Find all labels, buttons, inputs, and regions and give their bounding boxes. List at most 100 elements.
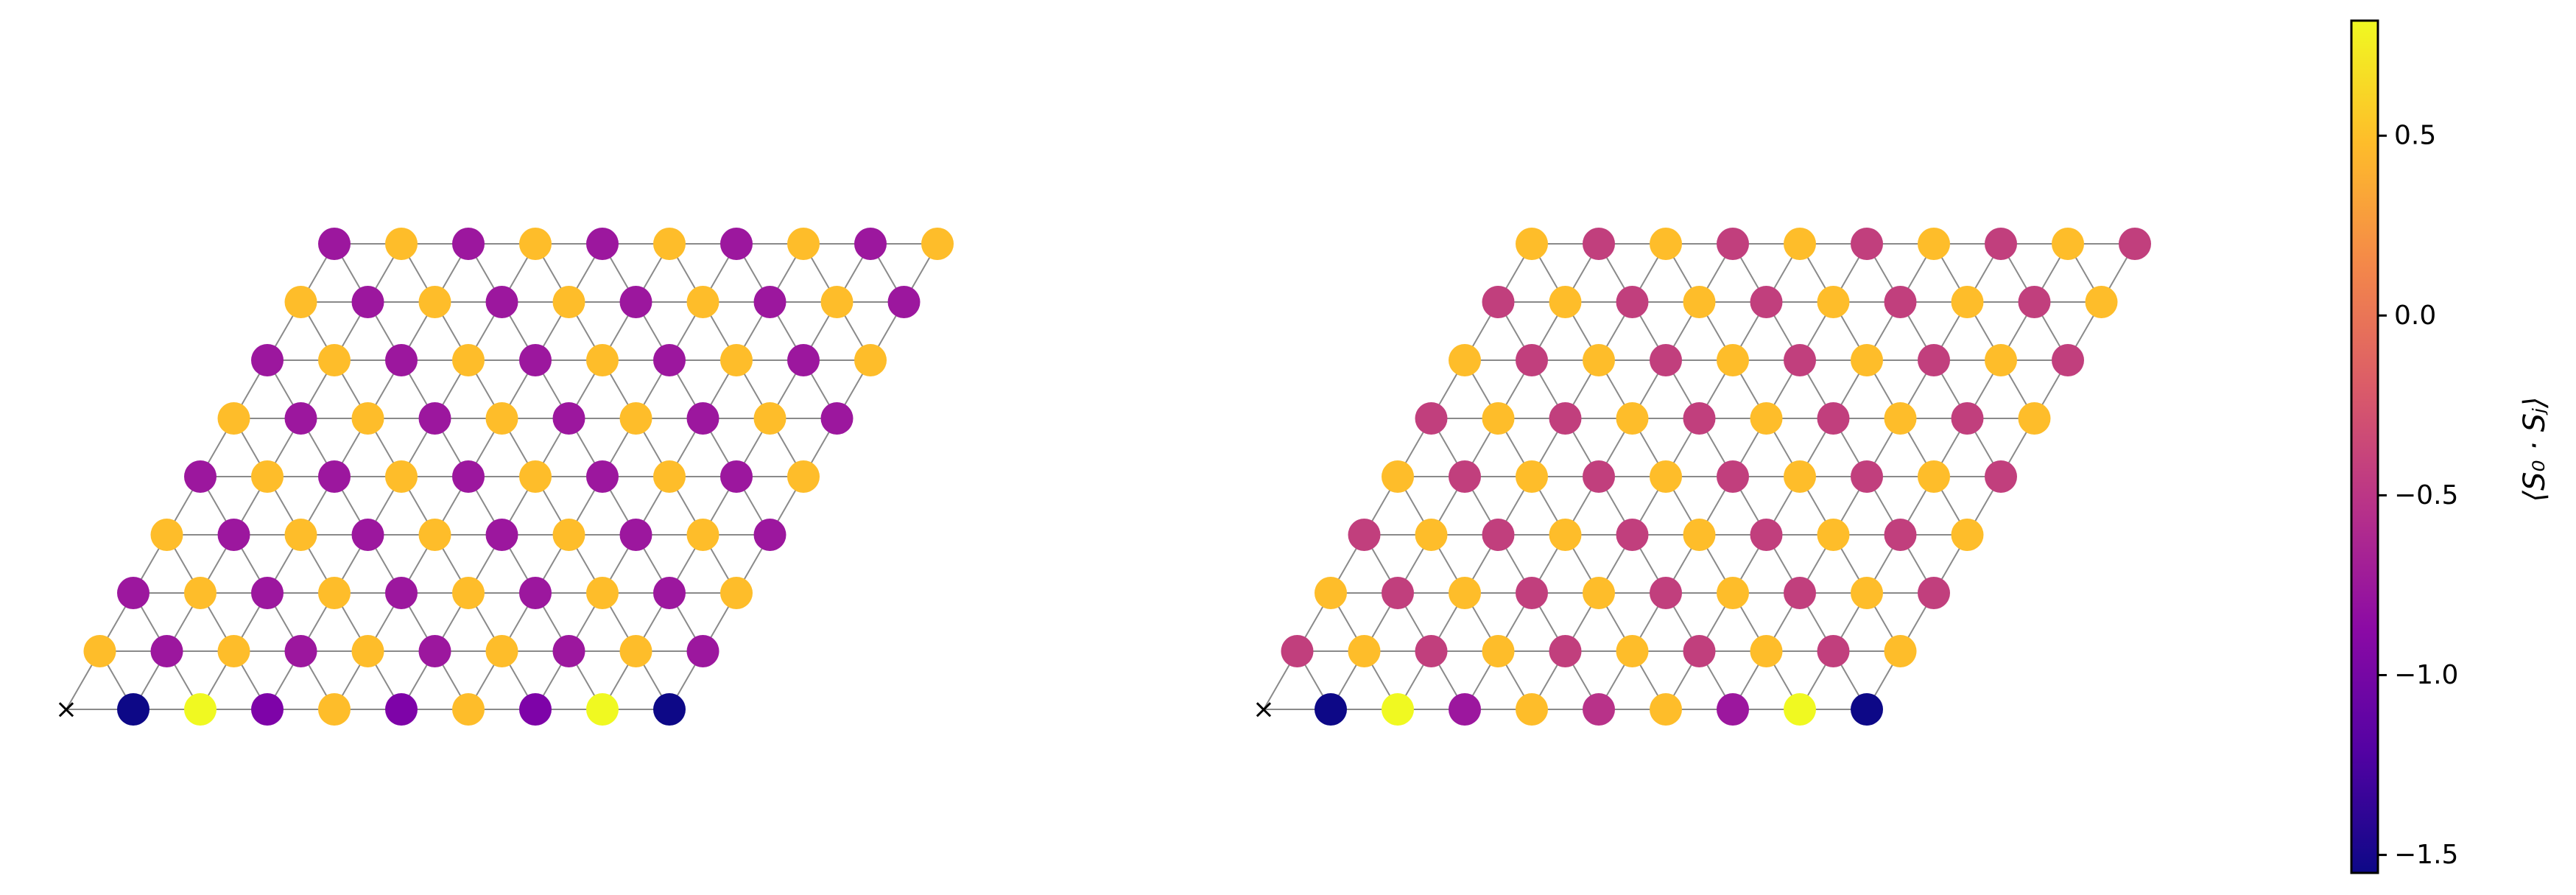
lattice-site bbox=[1449, 460, 1481, 493]
lattice-site bbox=[1482, 519, 1515, 551]
lattice-site bbox=[586, 693, 619, 726]
lattice-site bbox=[1784, 344, 1816, 376]
lattice-site bbox=[251, 577, 284, 609]
lattice-site bbox=[720, 344, 753, 376]
lattice-site bbox=[251, 344, 284, 376]
lattice-site bbox=[1951, 519, 1984, 551]
lattice-site bbox=[1583, 344, 1615, 376]
lattice-site bbox=[351, 286, 384, 318]
colorbar-tick-label: −1.5 bbox=[2394, 840, 2458, 870]
lattice-site bbox=[1951, 402, 1984, 435]
lattice-site bbox=[686, 519, 719, 551]
lattice-site bbox=[1918, 577, 1950, 609]
lattice-site bbox=[1281, 635, 1314, 667]
colorbar: 0.5 0.0 −0.5 −1.0 −1.5 ⟨S₀ · Sⱼ⟩ bbox=[2350, 19, 2552, 874]
lattice-site bbox=[1683, 635, 1716, 667]
lattice-site bbox=[1750, 519, 1783, 551]
lattice-site bbox=[251, 693, 284, 726]
lattice-site bbox=[1717, 577, 1749, 609]
lattice-site bbox=[1985, 460, 2017, 493]
lattice-site bbox=[1985, 228, 2017, 260]
lattice-site bbox=[686, 402, 719, 435]
lattice-site bbox=[1884, 286, 1917, 318]
lattice-site bbox=[1348, 635, 1381, 667]
lattice-site bbox=[150, 635, 183, 667]
lattice-site bbox=[1315, 577, 1347, 609]
lattice-site bbox=[619, 286, 652, 318]
lattice-site bbox=[1650, 460, 1682, 493]
lattice-site bbox=[519, 344, 552, 376]
lattice-site bbox=[720, 577, 753, 609]
lattice-site bbox=[1482, 635, 1515, 667]
lattice-site bbox=[284, 635, 317, 667]
lattice-site bbox=[1650, 228, 1682, 260]
lattice-site bbox=[1750, 402, 1783, 435]
lattice-site bbox=[1717, 460, 1749, 493]
lattice-site bbox=[653, 577, 686, 609]
lattice-site bbox=[921, 228, 954, 260]
lattice-site bbox=[117, 693, 149, 726]
lattice-site bbox=[1549, 286, 1582, 318]
lattice-site bbox=[284, 519, 317, 551]
lattice-site bbox=[1951, 286, 1984, 318]
lattice-site bbox=[1583, 577, 1615, 609]
lattice-site bbox=[1583, 693, 1615, 726]
lattice-site bbox=[2018, 402, 2051, 435]
lattice-site bbox=[519, 577, 552, 609]
lattice-site bbox=[653, 344, 686, 376]
lattice-site bbox=[217, 519, 250, 551]
lattice-site bbox=[753, 402, 786, 435]
lattice-site bbox=[1817, 635, 1850, 667]
lattice-site bbox=[552, 402, 585, 435]
lattice-site bbox=[619, 635, 652, 667]
lattice-site bbox=[1382, 693, 1414, 726]
lattice-site bbox=[519, 460, 552, 493]
lattice-site bbox=[720, 228, 753, 260]
lattice-site bbox=[1650, 577, 1682, 609]
lattice-site bbox=[1348, 519, 1381, 551]
lattice-site bbox=[1918, 344, 1950, 376]
colorbar-tick-label: −1.0 bbox=[2394, 660, 2458, 690]
lattice-site bbox=[1884, 519, 1917, 551]
lattice-site bbox=[1817, 286, 1850, 318]
lattice-site bbox=[1415, 402, 1448, 435]
lattice-site bbox=[887, 286, 921, 318]
lattice-site bbox=[820, 286, 854, 318]
lattice-site bbox=[351, 402, 384, 435]
lattice-site bbox=[318, 344, 351, 376]
colorbar-tick-label: 0.5 bbox=[2394, 121, 2436, 151]
lattice-site bbox=[1616, 286, 1649, 318]
lattice-site bbox=[452, 460, 485, 493]
lattice-site bbox=[787, 460, 820, 493]
lattice-site bbox=[1583, 460, 1615, 493]
lattice-site bbox=[184, 460, 217, 493]
lattice-site bbox=[619, 519, 652, 551]
lattice-site bbox=[653, 460, 686, 493]
lattice-site bbox=[452, 228, 485, 260]
lattice-site bbox=[351, 519, 384, 551]
lattice-site bbox=[1549, 519, 1582, 551]
lattice-site bbox=[1784, 460, 1816, 493]
lattice-site bbox=[1449, 693, 1481, 726]
colorbar-gradient-bar bbox=[2350, 19, 2379, 874]
lattice-site bbox=[753, 519, 786, 551]
lattice-site bbox=[1683, 402, 1716, 435]
lattice-site bbox=[1784, 228, 1816, 260]
lattice-site bbox=[452, 344, 485, 376]
lattice-site bbox=[519, 693, 552, 726]
lattice-site bbox=[217, 402, 250, 435]
lattice-site bbox=[1449, 344, 1481, 376]
lattice-site bbox=[552, 635, 585, 667]
lattice-site bbox=[1750, 286, 1783, 318]
colorbar-tick-label: 0.0 bbox=[2394, 301, 2436, 331]
lattice-site bbox=[1516, 577, 1548, 609]
lattice-site bbox=[351, 635, 384, 667]
lattice-site bbox=[1784, 577, 1816, 609]
right-lattice-nodes bbox=[1281, 228, 2151, 726]
lattice-site bbox=[318, 693, 351, 726]
lattice-site bbox=[251, 460, 284, 493]
lattice-site bbox=[2119, 228, 2151, 260]
lattice-site bbox=[653, 693, 686, 726]
lattice-site bbox=[1482, 286, 1515, 318]
lattice-site bbox=[418, 286, 451, 318]
